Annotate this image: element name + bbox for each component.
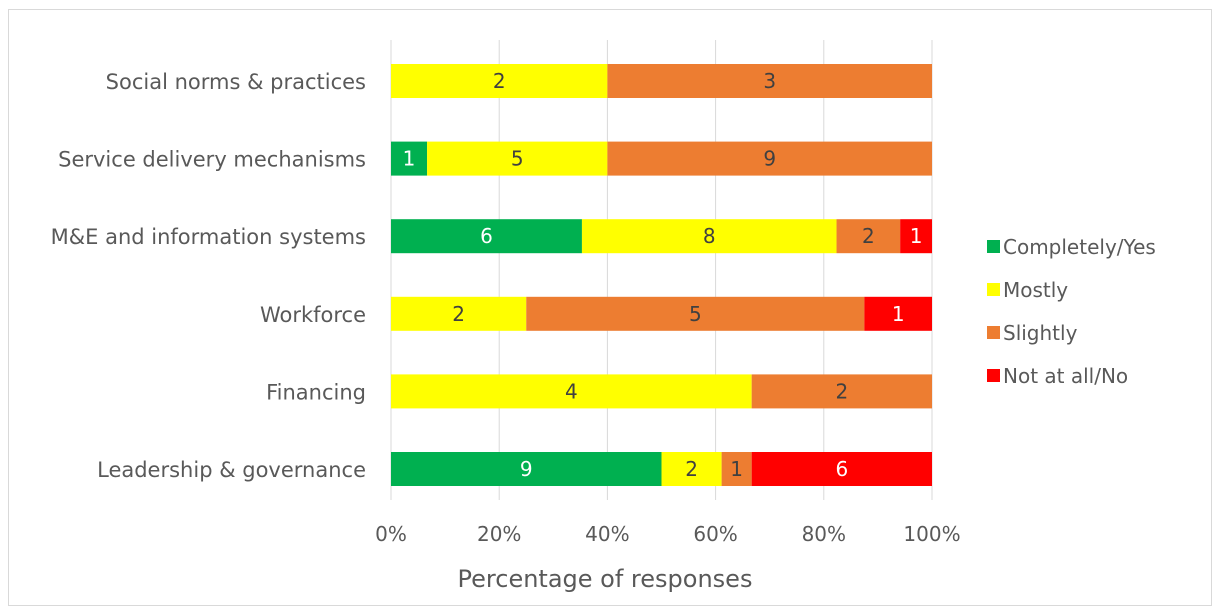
data-label: 2 bbox=[835, 379, 848, 403]
legend-label: Mostly bbox=[1003, 278, 1068, 302]
bar-segment bbox=[391, 374, 752, 409]
data-label: 4 bbox=[565, 379, 578, 403]
x-tick-label: 20% bbox=[477, 522, 521, 546]
legend-label: Slightly bbox=[1003, 321, 1078, 345]
data-label: 2 bbox=[452, 302, 465, 326]
bar-segment bbox=[864, 296, 932, 331]
bar-segment bbox=[721, 452, 752, 486]
legend: Completely/Yes Mostly Slightly Not at all/N… bbox=[987, 235, 1156, 388]
bar-segment bbox=[427, 141, 608, 176]
bar-segment bbox=[391, 219, 582, 254]
category-label: Service delivery mechanisms bbox=[58, 148, 366, 172]
data-label: 9 bbox=[763, 147, 776, 171]
x-tick-labels: 0% 20% 40% 60% 80% 100% bbox=[375, 522, 960, 546]
category-label: Financing bbox=[266, 380, 366, 404]
bar-segment bbox=[526, 296, 865, 331]
gridlines bbox=[390, 40, 933, 500]
data-label: 1 bbox=[730, 457, 743, 481]
bar-segment bbox=[751, 374, 932, 409]
x-tick-label: 0% bbox=[375, 522, 407, 546]
bar-segment bbox=[607, 64, 932, 98]
data-label: 6 bbox=[835, 457, 848, 481]
category-label: M&E and information systems bbox=[51, 225, 366, 249]
bar-segment bbox=[751, 452, 932, 486]
bar-segment bbox=[581, 219, 837, 254]
legend-swatch bbox=[987, 326, 1000, 339]
chart-frame: 2 3 1 5 9 6 8 2 1 2 5 1 4 2 9 2 1 6 Social norms & practi… bbox=[8, 9, 1212, 606]
data-label: 5 bbox=[689, 302, 702, 326]
bar-segment bbox=[661, 452, 722, 486]
legend-label: Not at all/No bbox=[1003, 364, 1128, 388]
x-axis-title: Percentage of responses bbox=[458, 565, 753, 593]
bar-segment bbox=[391, 64, 608, 98]
legend-label: Completely/Yes bbox=[1003, 235, 1156, 259]
bar-segment bbox=[391, 141, 428, 176]
data-label: 2 bbox=[685, 457, 698, 481]
data-label: 2 bbox=[862, 224, 875, 248]
legend-swatch bbox=[987, 283, 1000, 296]
bar-segment bbox=[391, 452, 662, 486]
bar-segment bbox=[391, 296, 527, 331]
data-label: 6 bbox=[480, 224, 493, 248]
x-tick-label: 40% bbox=[585, 522, 629, 546]
bar-segment bbox=[836, 219, 901, 254]
legend-swatch bbox=[987, 240, 1000, 253]
legend-swatch bbox=[987, 369, 1000, 382]
data-label: 8 bbox=[703, 224, 716, 248]
stacked-bar-chart: 2 3 1 5 9 6 8 2 1 2 5 1 4 2 9 2 1 6 Social norms & practi… bbox=[51, 40, 1156, 593]
x-tick-label: 80% bbox=[802, 522, 846, 546]
bar-segment bbox=[900, 219, 932, 254]
x-tick-label: 100% bbox=[903, 522, 960, 546]
bar-segment bbox=[607, 141, 932, 176]
data-label: 3 bbox=[763, 69, 776, 93]
category-label: Workforce bbox=[260, 303, 366, 327]
category-labels: Social norms & practices Service delivery… bbox=[51, 70, 366, 482]
data-label: 2 bbox=[493, 69, 506, 93]
data-label: 1 bbox=[403, 147, 416, 171]
data-label: 9 bbox=[520, 457, 533, 481]
category-label: Social norms & practices bbox=[106, 70, 366, 94]
bars: 2 3 1 5 9 6 8 2 1 2 5 1 4 2 9 2 1 6 bbox=[391, 64, 932, 486]
data-label: 5 bbox=[511, 147, 524, 171]
data-label: 1 bbox=[892, 302, 905, 326]
x-tick-label: 60% bbox=[693, 522, 737, 546]
data-label: 1 bbox=[910, 224, 923, 248]
category-label: Leadership & governance bbox=[97, 458, 366, 482]
